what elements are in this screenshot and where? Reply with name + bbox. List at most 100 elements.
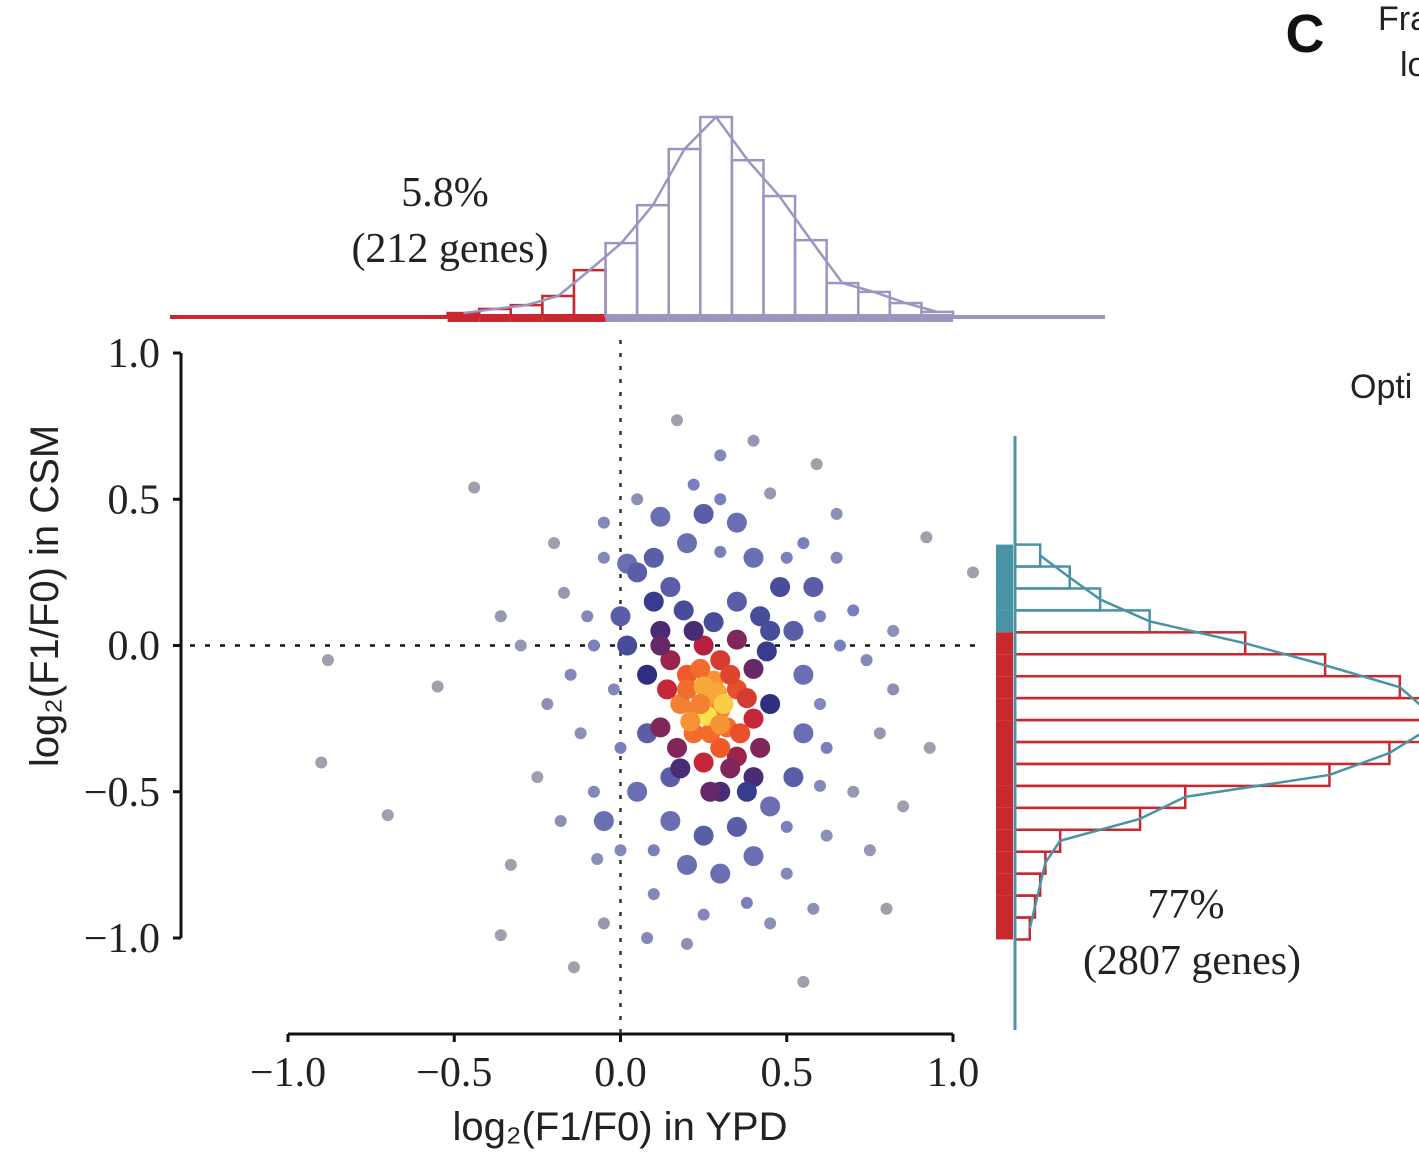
point xyxy=(381,809,394,822)
point xyxy=(687,478,700,491)
x-tick-label: 1.0 xyxy=(927,1050,980,1096)
point xyxy=(714,545,727,558)
histogram-bar xyxy=(1013,784,1187,810)
point xyxy=(315,756,328,769)
point xyxy=(631,493,644,506)
point xyxy=(504,858,517,871)
point xyxy=(677,533,697,554)
histogram-bar xyxy=(762,194,797,318)
point xyxy=(591,853,604,866)
point xyxy=(783,620,804,641)
point xyxy=(863,844,876,857)
point xyxy=(743,658,764,679)
point xyxy=(597,917,610,930)
point xyxy=(847,604,860,617)
point xyxy=(747,434,760,447)
density-curve xyxy=(1028,554,1419,929)
point xyxy=(873,727,886,740)
point xyxy=(650,717,671,738)
histogram-bar xyxy=(572,268,607,318)
rug-strip xyxy=(637,314,669,322)
point xyxy=(683,620,704,641)
point xyxy=(680,711,701,732)
point xyxy=(693,752,714,773)
point xyxy=(710,863,731,884)
rug-strip xyxy=(858,314,890,322)
point xyxy=(726,512,747,533)
point xyxy=(897,800,910,813)
histogram-bar xyxy=(1013,872,1042,897)
point xyxy=(531,771,544,784)
histogram-bar xyxy=(1013,696,1419,722)
point xyxy=(860,654,873,667)
point xyxy=(647,844,660,857)
point xyxy=(690,694,711,714)
histogram-bar xyxy=(825,281,860,318)
point xyxy=(807,902,820,915)
histogram-bar xyxy=(793,238,828,318)
fragment: lo xyxy=(1400,46,1419,84)
rug-strip xyxy=(447,314,480,322)
point xyxy=(677,854,697,875)
point xyxy=(574,727,587,740)
rug-strip xyxy=(573,314,606,322)
annotation: 77% xyxy=(1148,882,1225,928)
x-axis-label: log₂(F1/F0) in YPD xyxy=(453,1105,788,1149)
point xyxy=(966,566,979,579)
y-tick-label: 0.0 xyxy=(108,624,161,670)
point xyxy=(736,688,757,709)
histogram-bar xyxy=(635,203,670,318)
rug-strip xyxy=(605,314,638,322)
rug-strip xyxy=(996,763,1013,786)
point xyxy=(593,811,614,831)
point xyxy=(557,586,570,599)
histogram-bar xyxy=(1013,543,1042,568)
point xyxy=(726,591,747,612)
point xyxy=(770,577,791,597)
point xyxy=(614,844,627,857)
point xyxy=(690,658,711,679)
histogram-bar xyxy=(1013,850,1047,875)
fragment: Opti xyxy=(1350,368,1412,406)
point xyxy=(713,694,734,714)
point xyxy=(431,680,444,693)
point xyxy=(736,781,757,802)
point xyxy=(710,714,731,735)
point xyxy=(650,620,671,641)
x-tick-label: −0.5 xyxy=(416,1050,492,1096)
rug-strip xyxy=(996,654,1013,677)
point xyxy=(726,816,747,837)
point xyxy=(710,737,731,758)
rug-strip xyxy=(510,314,543,322)
point xyxy=(756,641,777,662)
rug-strip xyxy=(996,873,1013,896)
point xyxy=(764,487,777,500)
point xyxy=(673,600,694,621)
point xyxy=(681,937,693,950)
rug-strip xyxy=(996,720,1013,743)
rug-strip xyxy=(542,314,574,322)
point xyxy=(743,846,764,867)
point xyxy=(321,654,334,667)
point xyxy=(887,683,900,696)
point xyxy=(847,785,860,798)
point xyxy=(700,781,721,802)
rug-strip xyxy=(996,610,1013,633)
point xyxy=(650,635,671,656)
point xyxy=(750,737,771,758)
point xyxy=(548,537,560,550)
point xyxy=(814,779,826,792)
x-tick-label: 0.5 xyxy=(761,1050,814,1096)
point xyxy=(830,507,843,520)
histogram-bar xyxy=(1013,806,1142,832)
point xyxy=(820,829,833,842)
histogram-bar xyxy=(730,158,765,318)
point xyxy=(610,606,631,627)
point xyxy=(760,694,781,714)
point xyxy=(880,902,893,915)
point xyxy=(671,414,684,427)
point xyxy=(643,547,664,568)
point xyxy=(627,781,648,802)
point xyxy=(760,796,781,817)
